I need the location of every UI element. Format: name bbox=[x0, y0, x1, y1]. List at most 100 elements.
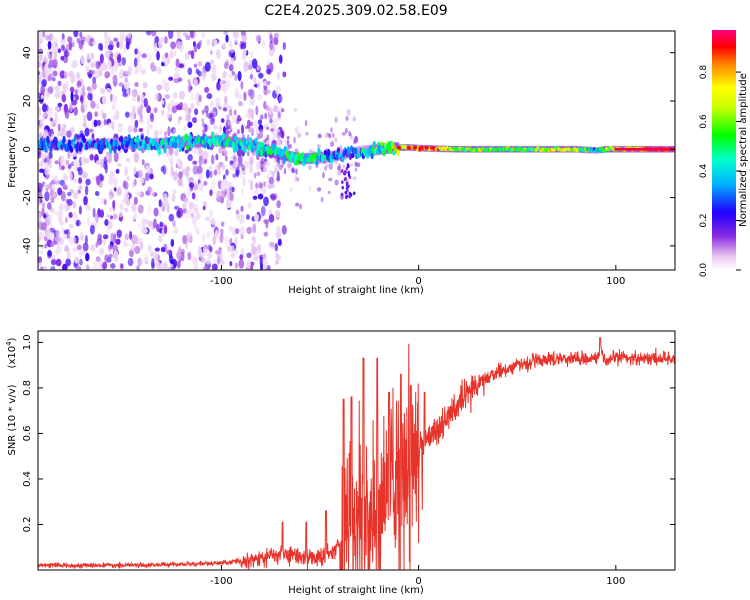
spectrogram-noise-blob bbox=[337, 170, 341, 175]
spectrogram-noise-blob bbox=[229, 245, 235, 253]
spectrogram-ridge-blob bbox=[177, 134, 181, 142]
spectrogram-ridge-blob bbox=[43, 146, 48, 152]
spectrogram-ridge-blob bbox=[138, 146, 142, 152]
spectrogram-noise-blob bbox=[330, 140, 335, 147]
spectrogram-noise-blob bbox=[260, 114, 264, 120]
spectrogram-noise-blob bbox=[297, 132, 302, 138]
colorbar-tick-label: 0.0 bbox=[699, 263, 709, 278]
spectrogram-noise-blob bbox=[195, 212, 201, 220]
spectrogram-noise-blob bbox=[240, 168, 243, 179]
spectrogram-noise-blob bbox=[209, 59, 215, 65]
spectrogram-noise-blob bbox=[263, 196, 269, 207]
spectrogram-noise-blob bbox=[217, 164, 221, 171]
spectrogram-noise-blob bbox=[256, 80, 261, 90]
spectrogram-noise-blob bbox=[182, 102, 188, 112]
spectrogram-noise-blob bbox=[187, 82, 192, 93]
spectrogram-ridge-blob bbox=[163, 145, 167, 154]
spectrogram-noise-blob bbox=[95, 103, 100, 110]
spectrogram-noise-blob bbox=[134, 82, 139, 88]
spectrogram-noise-blob bbox=[268, 107, 274, 116]
spectrogram-noise-blob bbox=[246, 226, 253, 235]
spectrogram-noise-blob bbox=[133, 126, 138, 133]
spectrogram-noise-blob bbox=[201, 118, 204, 123]
spectrogram-noise-blob bbox=[106, 214, 110, 219]
spectrogram-noise-blob bbox=[225, 79, 231, 90]
spectrogram-noise-blob bbox=[268, 241, 275, 248]
spectrogram-noise-blob bbox=[57, 123, 61, 132]
spectrogram-noise-blob bbox=[80, 55, 85, 65]
spectrogram-noise-blob bbox=[240, 80, 244, 90]
spectrogram-noise-blob bbox=[184, 170, 189, 177]
spectrogram-noise-blob bbox=[181, 168, 186, 175]
spectrogram-noise-blob bbox=[238, 100, 243, 107]
spectrogram-noise-blob bbox=[138, 127, 144, 133]
spectrogram-noise-blob bbox=[205, 110, 209, 118]
spectrogram-noise-blob bbox=[170, 238, 175, 247]
spectrogram-tail-blob bbox=[347, 184, 350, 188]
spectrogram-noise-blob bbox=[159, 221, 163, 228]
spectrogram-noise-blob bbox=[275, 259, 280, 265]
spectrogram-noise-blob bbox=[147, 186, 152, 196]
spectrogram-noise-blob bbox=[204, 105, 209, 114]
spectrogram-noise-blob bbox=[83, 157, 90, 164]
spectrogram-noise-blob bbox=[223, 235, 230, 245]
spectrogram-noise-blob bbox=[147, 204, 152, 215]
spectrogram-noise-blob bbox=[249, 96, 255, 106]
spectrogram-noise-blob bbox=[203, 150, 209, 161]
spectrogram-ridge-blob bbox=[396, 148, 400, 157]
spectrogram-noise-blob bbox=[55, 247, 60, 256]
spectrogram-noise-blob bbox=[118, 82, 124, 87]
spectrogram-noise-blob bbox=[298, 203, 303, 210]
spectrogram-noise-blob bbox=[270, 182, 275, 189]
spectrogram-noise-blob bbox=[253, 77, 257, 84]
spectrogram-noise-blob bbox=[48, 213, 52, 223]
spectrogram-noise-blob bbox=[274, 37, 279, 46]
spectrogram-noise-blob bbox=[69, 86, 75, 93]
spectrogram-noise-blob bbox=[229, 160, 234, 165]
spectrogram-noise-blob bbox=[104, 71, 111, 79]
spectrogram-noise-blob bbox=[44, 191, 50, 202]
spectrogram-noise-blob bbox=[249, 73, 254, 80]
spectrogram-noise-blob bbox=[185, 166, 191, 172]
spectrogram-noise-blob bbox=[49, 117, 53, 122]
spectrogram-noise-blob bbox=[116, 229, 122, 238]
spectrogram-noise-blob bbox=[197, 61, 203, 67]
spectrogram-noise-blob bbox=[167, 108, 172, 119]
snr-y-tick-label: 1.0 bbox=[22, 334, 33, 350]
spectrogram-noise-blob bbox=[211, 64, 217, 74]
spectrogram-noise-blob bbox=[200, 70, 207, 78]
spectrogram-tail-blob bbox=[344, 190, 348, 195]
spectrogram-noise-blob bbox=[267, 89, 271, 94]
spectrogram-noise-blob bbox=[146, 117, 151, 127]
spectrogram-noise-blob bbox=[197, 145, 202, 155]
spectrogram-noise-blob bbox=[91, 132, 95, 140]
spectrogram-noise-blob bbox=[164, 94, 171, 99]
spectrogram-noise-blob bbox=[41, 103, 47, 113]
spectrogram-noise-blob bbox=[192, 160, 198, 165]
spectrogram-noise-blob bbox=[240, 248, 244, 254]
spectrogram-noise-blob bbox=[164, 82, 170, 93]
spectrogram-noise-blob bbox=[176, 158, 181, 166]
spectrogram-noise-blob bbox=[210, 100, 214, 108]
spectrogram-noise-blob bbox=[68, 223, 75, 229]
spectrogram-noise-blob bbox=[41, 202, 46, 209]
spectrogram-noise-blob bbox=[117, 186, 122, 194]
spectrogram-noise-blob bbox=[221, 80, 227, 85]
spectrogram-noise-blob bbox=[243, 91, 247, 101]
spectrogram-noise-blob bbox=[67, 36, 73, 43]
spectrogram-noise-blob bbox=[161, 109, 165, 117]
spectrogram-noise-blob bbox=[286, 139, 290, 147]
spectrogram-noise-blob bbox=[68, 235, 75, 246]
spectrogram-noise-blob bbox=[249, 121, 254, 127]
spectrogram-ridge-blob bbox=[259, 149, 264, 157]
spectrogram-noise-blob bbox=[41, 79, 47, 88]
spectrogram-noise-blob bbox=[38, 199, 41, 207]
spectrogram-noise-blob bbox=[210, 154, 215, 165]
spectrogram-noise-blob bbox=[269, 40, 274, 51]
spectrogram-noise-blob bbox=[242, 48, 247, 56]
spectrogram-noise-blob bbox=[258, 72, 264, 79]
spectrogram-noise-blob bbox=[143, 97, 148, 108]
spectrogram-noise-blob bbox=[271, 171, 275, 178]
spectrogram-noise-blob bbox=[137, 169, 144, 179]
spectrogram-noise-blob bbox=[250, 180, 254, 191]
